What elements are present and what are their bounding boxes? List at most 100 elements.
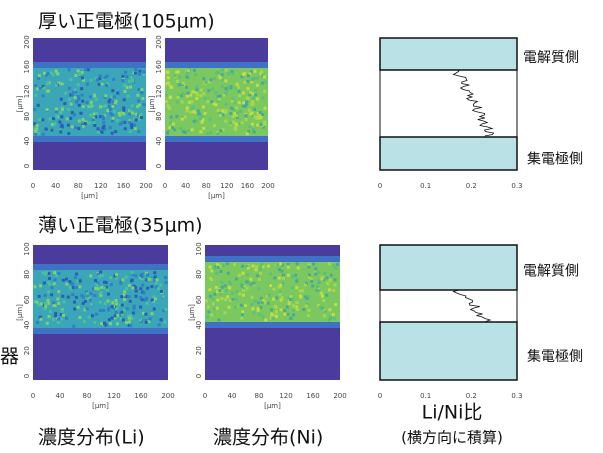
heatmap-speckle <box>67 132 71 136</box>
heatmap-speckle <box>109 107 113 111</box>
heatmap-speckle <box>129 109 133 113</box>
x-tick-label: 120 <box>94 182 107 190</box>
heatmap-speckle <box>199 94 203 98</box>
heatmap-speckle <box>332 288 336 292</box>
x-tick-label: 0 <box>203 392 207 400</box>
heatmap-speckle <box>124 70 128 74</box>
heatmap-speckle <box>121 318 125 322</box>
heatmap-speckle <box>218 113 222 117</box>
heatmap-speckle <box>93 321 97 325</box>
heatmap-speckle <box>275 296 279 300</box>
heatmap-speckle <box>77 97 81 101</box>
heatmap-speckle <box>73 88 77 92</box>
heatmap-speckle <box>87 104 91 108</box>
heatmap-speckle <box>50 293 54 297</box>
heatmap-speckle <box>69 93 73 97</box>
heatmap-speckle <box>57 301 61 305</box>
heatmap-speckle <box>150 285 154 289</box>
heatmap-speckle <box>259 115 263 119</box>
heatmap-speckle <box>80 71 84 75</box>
heatmap-speckle <box>61 313 65 317</box>
heatmap-speckle <box>184 85 188 89</box>
heatmap-speckle <box>89 274 93 278</box>
heatmap-speckle <box>119 317 123 321</box>
heatmap-speckle <box>314 267 318 271</box>
heatmap-speckle <box>249 70 253 74</box>
heatmap-speckle <box>273 304 277 308</box>
heatmap-speckle <box>190 128 194 132</box>
heatmap-speckle <box>276 263 280 267</box>
heatmap-speckle <box>120 312 124 316</box>
heatmap-speckle <box>318 305 322 309</box>
heatmap-speckle <box>221 68 225 72</box>
heatmap-speckle <box>88 103 92 107</box>
heatmap-speckle <box>130 125 134 129</box>
heatmap-speckle <box>140 88 144 92</box>
heatmap-speckle <box>146 273 150 277</box>
y-tick-label: 100 <box>23 242 31 255</box>
x-unit: [μm] <box>81 192 98 200</box>
heatmap-speckle <box>37 74 41 78</box>
heatmap-speckle <box>243 304 247 308</box>
heatmap-speckle <box>137 117 141 121</box>
heatmap-speckle <box>245 132 249 136</box>
heatmap-speckle <box>47 280 51 284</box>
x-tick-label: 120 <box>107 392 120 400</box>
heatmap-speckle <box>269 272 273 276</box>
heatmap-speckle <box>232 120 236 124</box>
heatmap-speckle <box>202 77 206 81</box>
heatmap-speckle <box>218 94 222 98</box>
heatmap-speckle <box>258 112 262 116</box>
heatmap-speckle <box>99 270 103 274</box>
heatmap-speckle <box>139 112 143 116</box>
heatmap-speckle <box>212 102 216 106</box>
heatmap-speckle <box>95 112 99 116</box>
heatmap-speckle <box>277 268 281 272</box>
heatmap-speckle <box>240 312 244 316</box>
heatmap-speckle <box>60 123 64 127</box>
heatmap-speckle <box>252 130 256 134</box>
profile-line <box>452 69 495 137</box>
x-tick-label: 160 <box>117 182 130 190</box>
heatmap-speckle <box>264 80 268 84</box>
heatmap-speckle <box>217 74 221 78</box>
x-tick-label: 200 <box>261 182 274 190</box>
heatmap-speckle <box>92 121 96 125</box>
heatmap-speckle <box>41 271 45 275</box>
heatmap-speckle <box>148 317 152 321</box>
heatmap-speckle <box>219 292 223 296</box>
heatmap-speckle <box>102 280 106 284</box>
heatmap-speckle <box>57 81 61 85</box>
heatmap-speckle <box>145 296 149 300</box>
heatmap-speckle <box>142 70 146 74</box>
heatmap-speckle <box>150 298 154 302</box>
heatmap-speckle <box>307 294 311 298</box>
heatmap-speckle <box>230 70 234 74</box>
heatmap-speckle <box>74 126 78 130</box>
heatmap-speckle <box>224 102 228 106</box>
heatmap-speckle <box>122 106 126 110</box>
heatmap-speckle <box>221 263 225 267</box>
heatmap-speckle <box>185 94 189 98</box>
heatmap-speckle <box>47 315 51 319</box>
heatmap-speckle <box>269 316 273 320</box>
heatmap-speckle <box>221 113 225 117</box>
heatmap-speckle <box>50 128 54 132</box>
heatmap-speckle <box>247 108 251 112</box>
heatmap-speckle <box>328 308 332 312</box>
heatmap-speckle <box>65 282 69 286</box>
heatmap-speckle <box>249 277 253 281</box>
heatmap-speckle <box>131 286 135 290</box>
heatmap-speckle <box>123 89 127 93</box>
heatmap-speckle <box>141 283 145 287</box>
heatmap-speckle <box>175 79 179 83</box>
heatmap-speckle <box>112 110 116 114</box>
heatmap-speckle <box>263 89 267 93</box>
heatmap-speckle <box>222 93 226 97</box>
heatmap-speckle <box>244 102 248 106</box>
heatmap-speckle <box>289 316 293 320</box>
heatmap-speckle <box>54 107 58 111</box>
heatmap-speckle <box>261 113 265 117</box>
x-tick-label: 160 <box>241 182 254 190</box>
heatmap-speckle <box>206 132 210 136</box>
